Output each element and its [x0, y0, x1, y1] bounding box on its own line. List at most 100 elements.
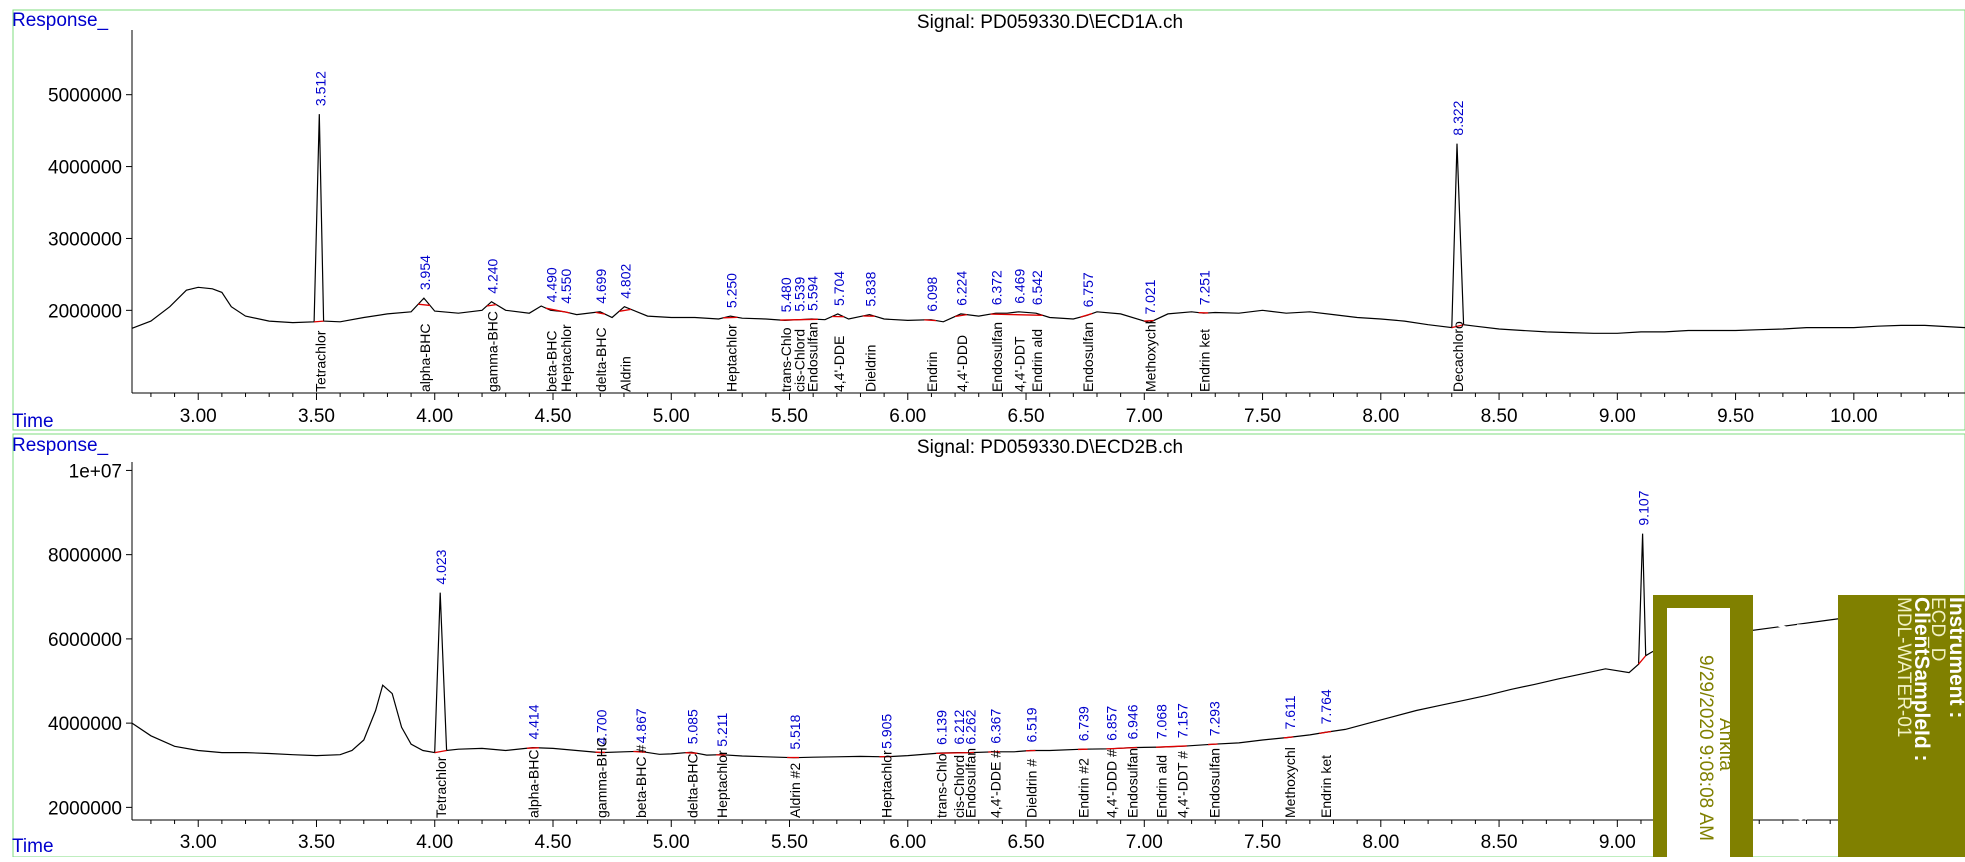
peak-rt-label: 7.764 — [1318, 689, 1334, 724]
peak-compound-label: Endosulfan — [805, 322, 821, 392]
peak-compound-label: Endrin ket — [1197, 329, 1213, 392]
integration-baseline — [955, 315, 967, 317]
x-tick-label: 9.50 — [1717, 406, 1754, 427]
y-axis-label: Response_ — [12, 435, 109, 456]
peak-rt-label: 6.857 — [1103, 706, 1119, 741]
peak-compound-label: gamma-BHC — [485, 311, 501, 392]
x-tick-label: 6.00 — [889, 406, 926, 427]
peak-compound-label: Endrin ald — [1153, 755, 1169, 818]
peak-rt-label: 6.224 — [954, 271, 970, 306]
peak-rt-label: 5.250 — [723, 273, 739, 308]
stamp-approved-by: Ankita — [1715, 718, 1736, 771]
integration-baseline — [1156, 746, 1187, 747]
peak-compound-label: Endosulfan — [963, 748, 979, 818]
x-tick-label: 9.00 — [1599, 406, 1636, 427]
signal-title: Signal: PD059330.D\ECD2B.ch — [917, 437, 1183, 458]
peak-compound-label: 4,4'-DDD — [954, 335, 970, 392]
integration-baseline — [685, 753, 697, 754]
integration-baseline — [1639, 656, 1646, 664]
integration-baseline — [314, 321, 323, 322]
peak-rt-label: 5.085 — [684, 709, 700, 744]
peak-compound-label: Methoxychl — [1282, 747, 1298, 818]
peak-rt-label: 7.251 — [1197, 270, 1213, 305]
peak-compound-label: Heptachlor — [558, 324, 574, 392]
peak-compound-label: Endrin ket — [1318, 755, 1334, 818]
integration-baseline — [1144, 320, 1153, 321]
peak-compound-label: beta-BHC # — [633, 745, 649, 818]
x-tick-label: 3.50 — [298, 832, 335, 853]
integration-baseline — [1319, 732, 1331, 734]
y-tick-label: 4000000 — [48, 714, 122, 735]
peak-compound-label: 4,4'-DDT — [1012, 336, 1028, 392]
peak-compound-label: Heptachlor — [723, 324, 739, 392]
peak-rt-label: 7.611 — [1282, 695, 1298, 729]
peak-rt-label: 8.322 — [1450, 100, 1466, 135]
integration-baseline — [991, 314, 1043, 315]
peak-compound-label: delta-BHC — [593, 327, 609, 392]
y-tick-label: 2000000 — [48, 301, 122, 322]
integration-baseline — [596, 312, 605, 314]
integration-baseline — [1208, 744, 1217, 745]
peak-compound-label: Aldrin — [617, 356, 633, 392]
peak-rt-label: 5.838 — [862, 271, 878, 306]
x-axis-label: Time — [12, 411, 54, 432]
x-tick-label: 9.00 — [1599, 832, 1636, 853]
y-axis-label: Response_ — [12, 10, 109, 31]
x-tick-label: 5.00 — [653, 406, 690, 427]
stamp-approval-status: APPROVED — [1773, 623, 1796, 741]
x-tick-label: 4.50 — [535, 406, 572, 427]
integration-baseline — [924, 320, 936, 321]
x-tick-label: 3.50 — [298, 406, 335, 427]
peak-compound-label: Endosulfan — [1207, 748, 1223, 818]
peak-compound-label: alpha-BHC — [417, 324, 433, 392]
x-tick-label: 5.00 — [653, 832, 690, 853]
y-tick-label: 5000000 — [48, 86, 122, 107]
x-tick-label: 8.00 — [1362, 406, 1399, 427]
peak-rt-label: 5.518 — [787, 714, 803, 749]
x-tick-label: 8.00 — [1362, 832, 1399, 853]
x-tick-label: 5.50 — [771, 406, 808, 427]
peak-rt-label: 6.098 — [924, 276, 940, 311]
peak-rt-label: 4.699 — [593, 269, 609, 304]
peak-rt-label: 6.757 — [1080, 272, 1096, 307]
peak-rt-label: 5.704 — [831, 271, 847, 306]
peak-compound-label: delta-BHC — [684, 753, 700, 818]
x-tick-label: 8.50 — [1481, 832, 1518, 853]
peak-rt-label: 9.107 — [1636, 490, 1652, 525]
x-tick-label: 7.50 — [1244, 406, 1281, 427]
integration-baseline — [780, 319, 818, 320]
peak-rt-label: 6.262 — [963, 709, 979, 744]
x-tick-label: 4.00 — [416, 406, 453, 427]
x-tick-label: 7.00 — [1126, 406, 1163, 427]
x-tick-label: 6.50 — [1008, 406, 1045, 427]
integration-baseline — [546, 308, 570, 313]
x-tick-label: 7.00 — [1126, 832, 1163, 853]
peak-rt-label: 3.512 — [312, 71, 328, 106]
peak-compound-label: alpha-BHC — [526, 750, 542, 818]
peak-compound-label: Dieldrin # — [1024, 759, 1040, 818]
peak-rt-label: 3.954 — [417, 255, 433, 290]
x-tick-label: 3.00 — [180, 406, 217, 427]
peak-compound-label: Dieldrin — [862, 345, 878, 392]
peak-rt-label: 7.068 — [1153, 704, 1169, 739]
x-tick-label: 10.00 — [1830, 406, 1878, 427]
peak-rt-label: 7.293 — [1207, 701, 1223, 736]
x-tick-label: 6.00 — [889, 832, 926, 853]
peak-compound-label: Aldrin #2 — [787, 763, 803, 818]
y-tick-label: 4000000 — [48, 158, 122, 179]
peak-rt-label: 6.139 — [934, 710, 950, 745]
peak-compound-label: Endrin #2 — [1076, 758, 1092, 818]
peak-rt-label: 4.550 — [558, 269, 574, 304]
peak-rt-label: 6.372 — [989, 270, 1005, 305]
peak-compound-label: Endosulfan — [1125, 748, 1141, 818]
peak-rt-label: 7.157 — [1174, 703, 1190, 738]
peak-rt-label: 6.946 — [1125, 704, 1141, 739]
peak-compound-label: Endosulfan — [989, 322, 1005, 392]
peak-compound-label: Heptachlor — [878, 750, 894, 818]
peak-compound-label: trans-Chlo — [934, 753, 950, 818]
x-tick-label: 6.50 — [1008, 832, 1045, 853]
